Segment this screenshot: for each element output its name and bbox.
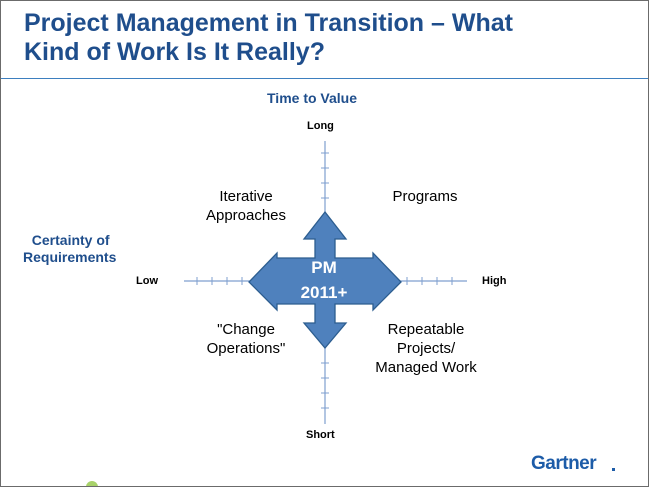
quadrant-bottom-right-line-3: Managed Work	[375, 359, 477, 376]
center-label-line-2: 2011+	[301, 283, 348, 302]
title-line-1: Project Management in Transition – What	[24, 9, 513, 37]
horizontal-axis-right-label: High	[482, 275, 507, 287]
quadrant-top-left: Iterative Approaches	[187, 187, 305, 225]
quadrant-bottom-left: "Change Operations"	[187, 320, 305, 358]
gartner-logo: Gartner	[531, 453, 597, 474]
quadrant-bottom-left-line-2: Operations"	[206, 340, 286, 357]
horizontal-axis-title-line-2: Requirements	[23, 249, 117, 265]
title-divider	[1, 78, 648, 79]
vertical-axis-title: Time to Value	[267, 90, 357, 106]
horizontal-axis-title-line-1: Certainty of	[31, 232, 110, 248]
horizontal-axis-title: Certainty of Requirements	[23, 232, 116, 266]
horizontal-axis-left-label: Low	[136, 275, 158, 287]
vertical-axis-ticks	[321, 152, 329, 409]
vertical-axis-top-label: Long	[307, 120, 334, 132]
quadrant-bottom-right-line-1: Repeatable	[387, 321, 465, 338]
quadrant-bottom-right-line-2: Projects/	[396, 340, 456, 357]
gartner-logo-dot	[612, 468, 615, 471]
quadrant-top-left-line-1: Iterative	[219, 188, 273, 205]
title-line-2: Kind of Work Is It Really?	[24, 38, 325, 66]
decorative-green-shape	[86, 481, 98, 486]
quadrant-bottom-right: Repeatable Projects/ Managed Work	[361, 320, 491, 377]
quadrant-bottom-left-line-1: "Change	[217, 321, 275, 338]
quadrant-top-left-line-2: Approaches	[205, 207, 287, 224]
horizontal-axis-ticks	[196, 277, 453, 285]
quadrant-top-right: Programs	[392, 188, 458, 205]
slide-title: Project Management in Transition – What …	[24, 9, 624, 67]
center-label-line-1: PM	[311, 258, 337, 277]
vertical-axis-bottom-label: Short	[306, 429, 335, 441]
four-way-arrow	[248, 210, 402, 350]
